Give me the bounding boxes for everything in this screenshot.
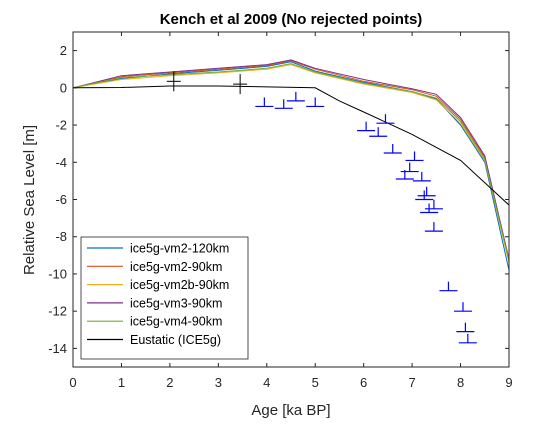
series-line-ice5g-vm4-90km	[72, 63, 510, 262]
legend-label: ice5g-vm2-90km	[130, 260, 222, 274]
legend-box	[80, 236, 249, 360]
x-tick-label: 5	[312, 375, 319, 390]
sea-level-marker	[369, 127, 388, 137]
legend-label: Eustatic (ICE5g)	[130, 333, 221, 347]
legend-label: ice5g-vm2b-90km	[130, 278, 229, 292]
legend-label: ice5g-vm3-90km	[130, 296, 222, 310]
y-axis-label: Relative Sea Level [m]	[21, 125, 38, 275]
sea-level-marker	[453, 302, 472, 312]
axes: 0 1 2 3 4 5 6 7 8 9 2 0 -2 -4 -6 -8 -10 -12 -14	[48, 32, 513, 390]
x-tick-label: 3	[215, 375, 222, 390]
series-line-ice5g-vm3-90km	[72, 59, 510, 260]
sea-level-marker	[420, 203, 439, 214]
x-tick-label: 4	[263, 375, 270, 390]
series-line-ice5g-vm2b-90km	[72, 64, 510, 263]
sea-level-marker	[456, 322, 475, 333]
sea-level-marker	[412, 171, 431, 182]
series-line-ice5g-vm2-120km	[72, 61, 510, 271]
series-line-ice5g-vm2-90km	[72, 60, 510, 262]
sea-level-marker	[286, 91, 305, 102]
cross-marker	[166, 71, 181, 92]
sea-level-marker	[405, 151, 424, 162]
series-group	[72, 59, 510, 271]
legend-item: ice5g-vm3-90km	[87, 296, 222, 310]
legend-label: ice5g-vm4-90km	[130, 315, 222, 329]
legend: ice5g-vm2-120km ice5g-vm2-90km ice5g-vm2b-…	[80, 236, 249, 360]
sea-level-marker	[357, 121, 376, 132]
sea-level-marker	[415, 190, 434, 201]
x-tick-label: 2	[166, 375, 173, 390]
y-tick-label: -6	[55, 192, 67, 207]
markers-group	[166, 71, 477, 344]
x-tick-label: 7	[408, 375, 415, 390]
y-tick-label: -12	[48, 304, 67, 319]
x-tick-label: 8	[457, 375, 464, 390]
y-tick-label: -14	[48, 341, 67, 356]
sea-level-marker	[424, 199, 443, 210]
sea-level-marker	[306, 97, 325, 108]
sea-level-marker	[274, 99, 293, 109]
x-tick-label: 6	[360, 375, 367, 390]
x-tick-label: 9	[505, 375, 512, 390]
x-axis-label: Age [ka BP]	[251, 402, 330, 419]
sea-level-marker	[400, 162, 419, 173]
y-tick-label: -10	[48, 266, 67, 281]
legend-item: Eustatic (ICE5g)	[87, 333, 221, 347]
x-tick-label: 1	[118, 375, 125, 390]
series-line-eustatic-ice5g	[72, 85, 510, 206]
y-tick-label: 0	[60, 80, 67, 95]
legend-item: ice5g-vm4-90km	[87, 315, 222, 329]
sea-level-marker	[439, 281, 458, 292]
sea-level-marker	[458, 333, 477, 344]
cross-marker	[233, 74, 248, 95]
sea-level-marker	[424, 222, 443, 232]
y-tick-label: -8	[55, 229, 67, 244]
y-tick-label: -2	[55, 118, 67, 133]
chart-title: Kench et al 2009 (No rejected points)	[160, 11, 423, 28]
legend-item: ice5g-vm2b-90km	[87, 278, 229, 292]
x-tick-label: 0	[69, 375, 76, 390]
y-tick-label: -4	[55, 155, 67, 170]
plot-frame	[72, 31, 510, 368]
y-tick-label: 2	[60, 43, 67, 58]
legend-item: ice5g-vm2-90km	[87, 260, 222, 274]
sea-level-marker	[417, 186, 436, 197]
sea-level-marker	[376, 114, 395, 124]
legend-item: ice5g-vm2-120km	[87, 242, 229, 256]
legend-label: ice5g-vm2-120km	[130, 242, 229, 256]
sea-level-marker	[255, 97, 274, 108]
sea-level-marker	[383, 143, 402, 154]
